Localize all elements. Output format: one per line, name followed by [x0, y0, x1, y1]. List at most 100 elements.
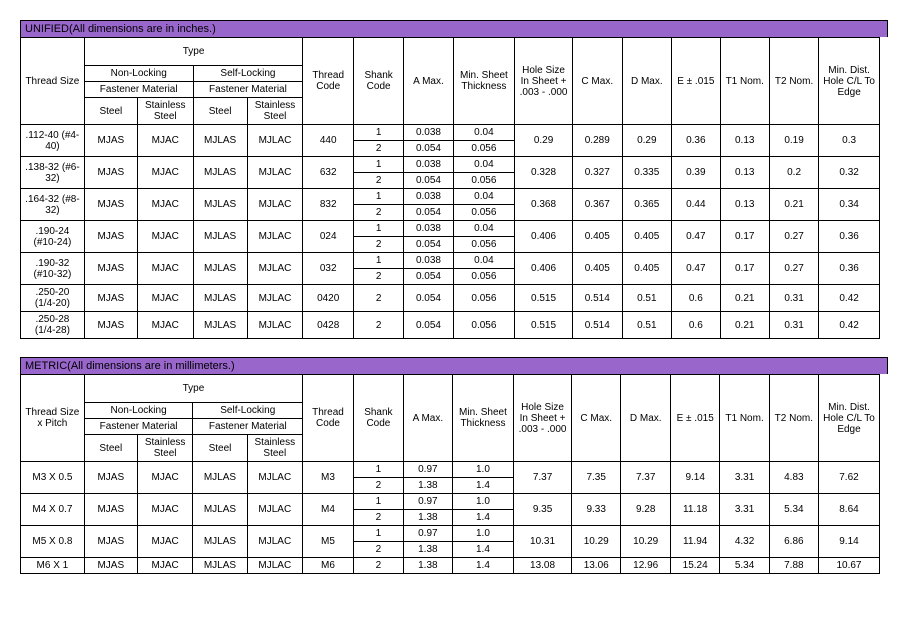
cell-mjas: MJAS [84, 253, 137, 285]
cell-t2: 0.27 [769, 253, 818, 285]
cell-mjlac: MJLAC [247, 189, 303, 221]
cell-amax: 0.97 [403, 462, 452, 478]
cell-amax: 0.054 [404, 312, 454, 339]
hdr-fastener-material-2: Fastener Material [193, 82, 303, 98]
cell-dist: 0.36 [819, 221, 880, 253]
cell-mjlas: MJLAS [193, 125, 247, 157]
cell-t1: 0.13 [720, 157, 769, 189]
cell-shank: 1 [353, 526, 403, 542]
cell-mjac: MJAC [137, 125, 193, 157]
cell-code: 024 [303, 221, 354, 253]
hdr-min-dist: Min. Dist. Hole C/L To Edge [819, 38, 880, 125]
cell-hole: 0.515 [515, 312, 573, 339]
hdr-d-max: D Max. [621, 375, 670, 462]
cell-cmax: 10.29 [571, 526, 620, 558]
cell-minsheet: 1.0 [452, 462, 513, 478]
cell-hole: 9.35 [514, 494, 572, 526]
cell-dmax: 12.96 [621, 558, 670, 574]
cell-minsheet: 0.056 [453, 312, 514, 339]
cell-shank: 1 [354, 221, 404, 237]
cell-shank: 1 [354, 253, 404, 269]
cell-amax: 0.038 [404, 189, 454, 205]
hdr-thread-code: Thread Code [303, 38, 354, 125]
cell-amax: 0.97 [403, 494, 452, 510]
cell-amax: 0.97 [403, 526, 452, 542]
cell-mjac: MJAC [137, 494, 193, 526]
cell-code: 0428 [303, 312, 354, 339]
cell-t2: 0.19 [769, 125, 818, 157]
hdr-steel-2: Steel [193, 98, 247, 125]
cell-e: 0.6 [672, 285, 721, 312]
data-row: M6 X 1MJASMJACMJLASMJLACM621.381.413.081… [21, 558, 880, 574]
cell-code: 832 [303, 189, 354, 221]
cell-dist: 0.3 [819, 125, 880, 157]
hdr-thread-size: Thread Size [21, 38, 85, 125]
cell-minsheet: 0.056 [453, 285, 514, 312]
cell-amax: 0.038 [404, 221, 454, 237]
cell-hole: 0.406 [515, 221, 573, 253]
cell-mjas: MJAS [84, 312, 137, 339]
cell-amax: 1.38 [403, 542, 452, 558]
cell-minsheet: 1.0 [452, 526, 513, 542]
data-row: .250-28 (1/4-28)MJASMJACMJLASMJLAC042820… [21, 312, 880, 339]
cell-cmax: 9.33 [571, 494, 620, 526]
cell-mjac: MJAC [137, 462, 193, 494]
data-row: .190-32 (#10-32)MJASMJACMJLASMJLAC03210.… [21, 253, 880, 269]
cell-dmax: 9.28 [621, 494, 670, 526]
cell-mjlas: MJLAS [193, 221, 247, 253]
cell-hole: 10.31 [514, 526, 572, 558]
cell-t2: 6.86 [769, 526, 818, 558]
hdr-stainless-1: Stainless Steel [137, 435, 193, 462]
cell-dist: 7.62 [818, 462, 879, 494]
cell-thread: M5 X 0.8 [21, 526, 85, 558]
cell-mjlas: MJLAS [193, 253, 247, 285]
data-row: .164-32 (#8-32)MJASMJACMJLASMJLAC83210.0… [21, 189, 880, 205]
hdr-stainless-2: Stainless Steel [247, 98, 303, 125]
cell-mjlac: MJLAC [247, 221, 303, 253]
cell-hole: 0.406 [515, 253, 573, 285]
cell-t1: 5.34 [720, 558, 769, 574]
cell-shank: 2 [354, 141, 404, 157]
cell-t1: 0.17 [720, 221, 769, 253]
cell-dmax: 0.51 [622, 312, 672, 339]
data-row: .190-24 (#10-24)MJASMJACMJLASMJLAC02410.… [21, 221, 880, 237]
data-row: .138-32 (#6-32)MJASMJACMJLASMJLAC63210.0… [21, 157, 880, 173]
hdr-e: E ± .015 [670, 375, 719, 462]
metric-table-block: METRIC(All dimensions are in millimeters… [20, 357, 897, 574]
cell-mjac: MJAC [137, 558, 193, 574]
hdr-stainless-2: Stainless Steel [247, 435, 303, 462]
cell-dmax: 0.405 [622, 253, 672, 285]
cell-amax: 0.054 [404, 285, 454, 312]
hdr-d-max: D Max. [622, 38, 672, 125]
cell-code: 032 [303, 253, 354, 285]
cell-mjlac: MJLAC [247, 526, 303, 558]
cell-thread: .112-40 (#4-40) [21, 125, 85, 157]
cell-code: 632 [303, 157, 354, 189]
cell-cmax: 0.514 [573, 312, 623, 339]
cell-mjlac: MJLAC [247, 285, 303, 312]
cell-mjlac: MJLAC [247, 125, 303, 157]
hdr-shank-code: Shank Code [353, 375, 403, 462]
hdr-non-locking: Non-Locking [84, 66, 193, 82]
cell-shank: 2 [353, 510, 403, 526]
cell-hole: 0.368 [515, 189, 573, 221]
cell-t2: 0.2 [769, 157, 818, 189]
cell-minsheet: 0.056 [453, 173, 514, 189]
cell-mjlac: MJLAC [247, 312, 303, 339]
cell-mjac: MJAC [137, 189, 193, 221]
cell-mjlac: MJLAC [247, 462, 303, 494]
hdr-type: Type [84, 38, 302, 66]
cell-mjac: MJAC [137, 221, 193, 253]
cell-t1: 0.13 [720, 189, 769, 221]
cell-t2: 7.88 [769, 558, 818, 574]
cell-shank: 2 [353, 478, 403, 494]
hdr-c-max: C Max. [573, 38, 623, 125]
data-row: M3 X 0.5MJASMJACMJLASMJLACM310.971.07.37… [21, 462, 880, 478]
cell-t1: 3.31 [720, 494, 769, 526]
cell-dist: 10.67 [818, 558, 879, 574]
cell-cmax: 0.367 [573, 189, 623, 221]
cell-t1: 0.17 [720, 253, 769, 285]
hdr-thread-size: Thread Size x Pitch [21, 375, 85, 462]
cell-amax: 1.38 [403, 558, 452, 574]
cell-hole: 0.515 [515, 285, 573, 312]
